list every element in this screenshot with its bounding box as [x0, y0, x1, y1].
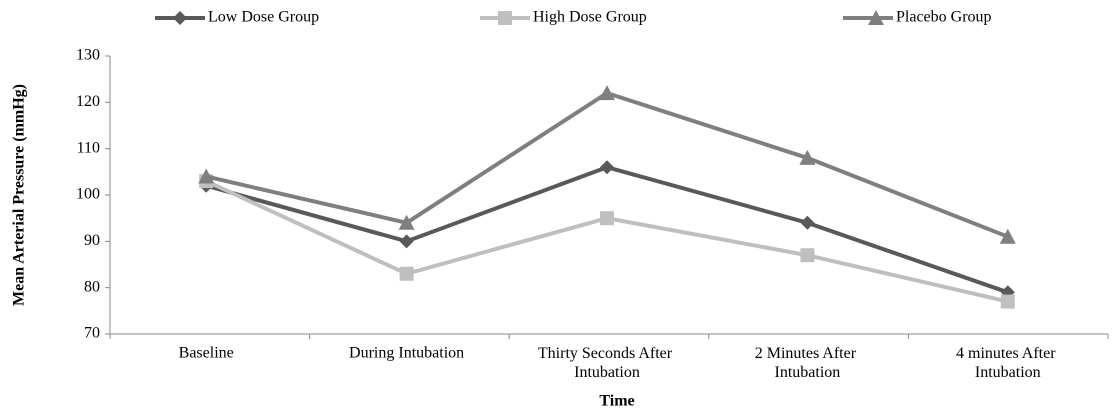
y-tick-label: 90 [84, 232, 100, 249]
marker [1000, 294, 1015, 309]
y-tick-label: 80 [84, 278, 100, 295]
x-tick-label-line: Intubation [574, 364, 640, 381]
y-tick-label: 130 [76, 47, 100, 64]
x-tick-label-line: Thirty Seconds After [538, 345, 676, 362]
y-tick-label: 120 [76, 93, 100, 110]
legend-label: High Dose Group [533, 9, 647, 26]
marker [999, 228, 1016, 244]
x-tick-label-line: Intubation [975, 364, 1041, 381]
marker [799, 149, 816, 165]
marker [198, 168, 215, 184]
x-tick-label-line: 2 Minutes After [755, 345, 860, 362]
legend-label: Low Dose Group [208, 9, 319, 26]
marker [800, 215, 815, 230]
marker [599, 85, 615, 101]
y-axis-label: Mean Arterial Pressure (mmHg) [11, 84, 28, 306]
x-tick-label-line: Intubation [775, 364, 841, 381]
marker [398, 214, 415, 230]
y-tick-label: 100 [76, 186, 100, 203]
x-axis-label: Time [599, 393, 634, 410]
x-tick-label: During Intubation [349, 345, 464, 362]
marker [399, 266, 414, 281]
marker [600, 160, 614, 175]
series-line [205, 179, 1009, 304]
x-tick-label: 4 minutes After Intubation [956, 345, 1060, 381]
marker [800, 248, 815, 263]
y-tick-label: 70 [84, 325, 100, 342]
x-tick-label: Baseline [179, 345, 234, 362]
x-tick-label: 2 Minutes After Intubation [755, 345, 860, 381]
marker [498, 11, 512, 25]
legend-label: Placebo Group [896, 9, 992, 26]
marker [868, 10, 884, 25]
marker [399, 234, 414, 249]
marker [600, 211, 614, 226]
x-tick-label-line: 4 minutes After [956, 345, 1060, 362]
y-tick-label: 110 [77, 139, 100, 156]
marker [173, 11, 187, 25]
x-tick-label: Thirty Seconds After Intubation [538, 345, 676, 381]
